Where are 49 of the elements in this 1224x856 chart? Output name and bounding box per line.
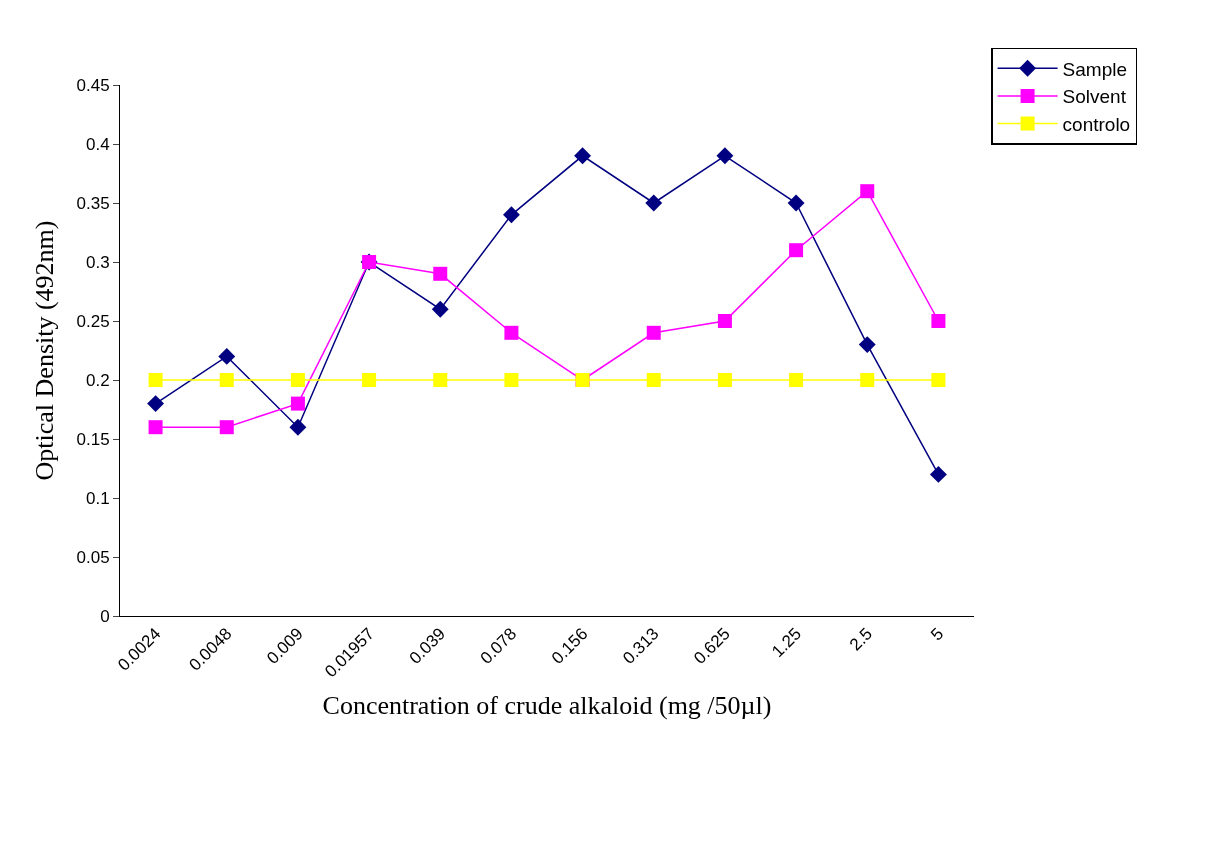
y-tick-label: 0.4 [85,134,110,154]
x-axis-title: Concentration of crude alkaloid (mg /50µl) [322,690,772,720]
point [504,325,519,340]
point [858,336,876,354]
y-tick-label: 0.2 [85,370,110,390]
point [789,243,804,258]
y-tick-label: 0.1 [85,488,110,508]
x-tick-label: 2.5 [845,624,877,655]
y-tick-label: 0.35 [76,193,110,213]
legend-label: Sample [1062,58,1127,80]
y-tick-label: 0.15 [76,429,110,449]
y-tick-label: 0.25 [76,311,110,331]
point [860,373,875,387]
y-tick-label: 0.05 [76,547,110,567]
point [929,465,947,483]
point [787,194,805,212]
point [860,184,875,199]
y-tick-label: 0.45 [76,75,110,95]
point [433,373,448,387]
point [502,206,520,224]
point [431,300,449,318]
point [789,373,804,387]
point [646,373,661,387]
point [219,373,234,387]
point [931,373,946,387]
point [574,147,592,165]
y-tick-label: 0 [100,606,110,626]
point [147,395,165,413]
x-tick-label: 5 [927,624,948,645]
point [645,194,663,212]
point [290,373,305,387]
y-axis-title: Optical Density (492nm) [29,220,59,481]
point [362,373,377,387]
point [219,420,234,435]
point [148,373,163,387]
point [218,347,236,365]
point [717,314,732,328]
point [716,147,734,165]
point [646,325,661,340]
legend-label: controlo [1062,113,1131,135]
point [717,373,732,387]
legend-label: Solvent [1062,86,1127,108]
point [290,396,305,411]
y-tick-label: 0.3 [85,252,110,272]
point [289,418,307,436]
point [504,373,519,387]
point [433,266,448,281]
point [148,420,163,435]
point [931,314,946,328]
